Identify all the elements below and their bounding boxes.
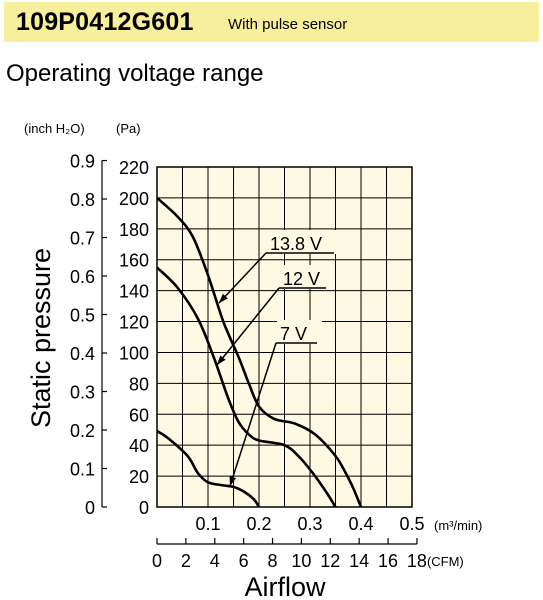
curve-7v [156, 430, 261, 508]
inch-tick-label: 0.5 [70, 306, 95, 326]
pa-tick-label: 80 [129, 374, 149, 394]
pa-tick-label: 20 [129, 467, 149, 487]
series-label: 12 V [283, 269, 320, 289]
inch-tick-label: 0.8 [70, 190, 95, 210]
pa-tick-label: 160 [119, 251, 149, 271]
header-subtitle: With pulse sensor [228, 16, 348, 33]
cfm-tick-label: 0 [152, 551, 162, 571]
model-number: 109P0412G601 [16, 8, 194, 36]
series-label-group: 12 V [216, 265, 331, 366]
header-bar: 109P0412G601 With pulse sensor [4, 2, 539, 42]
cfm-tick-label: 4 [210, 551, 220, 571]
cfm-tick-label: 8 [268, 551, 278, 571]
x-tick-label: 0.3 [297, 514, 322, 534]
cfm-tick-label: 16 [378, 551, 398, 571]
inch-tick-label: 0.1 [70, 460, 95, 480]
pa-tick-label: 180 [119, 220, 149, 240]
series-label-bg [277, 320, 322, 344]
curve-13-8v [156, 196, 363, 508]
arrow-head [217, 355, 226, 365]
cfm-tick-label: 10 [291, 551, 311, 571]
arrow-head [229, 476, 237, 486]
pa-tick-label: 220 [119, 158, 149, 178]
series-label-group: 13.8 V [218, 230, 339, 304]
pa-tick-label: 60 [129, 405, 149, 425]
x-axis-title: Airflow [244, 572, 326, 600]
curve-12v [156, 266, 337, 508]
series-label-group: 7 V [229, 320, 322, 487]
inch-tick-label: 0.2 [70, 421, 95, 441]
cfm-tick-label: 18 [407, 551, 427, 571]
pa-tick-label: 100 [119, 343, 149, 363]
leader-line [229, 342, 277, 487]
inch-tick-label: 0.7 [70, 229, 95, 249]
x-tick-label: 0.4 [348, 514, 373, 534]
series-label: 13.8 V [270, 234, 322, 254]
plot-border [156, 166, 413, 508]
y-unit-pa: (Pa) [116, 121, 141, 136]
section-title: Operating voltage range [6, 60, 264, 87]
cfm-tick-label: 6 [239, 551, 249, 571]
inch-tick-label: 0.6 [70, 267, 95, 287]
inch-tick-label: 0.3 [70, 383, 95, 403]
x-tick-label: 0.5 [399, 514, 424, 534]
cfm-unit: (CFM) [427, 554, 464, 569]
series-label: 7 V [280, 324, 307, 344]
x-tick-label: 0.2 [246, 514, 271, 534]
y-unit-inch: (inch H₂O) [24, 121, 85, 136]
series-label-bg [267, 230, 339, 254]
inch-tick-label: 0.9 [70, 152, 95, 172]
leader-line [216, 287, 280, 366]
pa-tick-label: 140 [119, 282, 149, 302]
cfm-tick-label: 2 [181, 551, 191, 571]
pa-tick-label: 0 [139, 498, 149, 518]
series-label-bg [280, 265, 331, 289]
inch-tick-label: 0 [85, 498, 95, 518]
pa-tick-label: 120 [119, 313, 149, 333]
inch-tick-label: 0.4 [70, 344, 95, 364]
y-axis-title: Static pressure [26, 248, 56, 428]
cfm-tick-label: 14 [349, 551, 369, 571]
pa-tick-label: 200 [119, 189, 149, 209]
arrow-head [219, 293, 228, 303]
leader-line [218, 252, 267, 304]
cfm-tick-label: 12 [320, 551, 340, 571]
x-tick-label: 0.1 [195, 514, 220, 534]
x-unit: (m³/min) [434, 518, 482, 533]
pa-tick-label: 40 [129, 436, 149, 456]
